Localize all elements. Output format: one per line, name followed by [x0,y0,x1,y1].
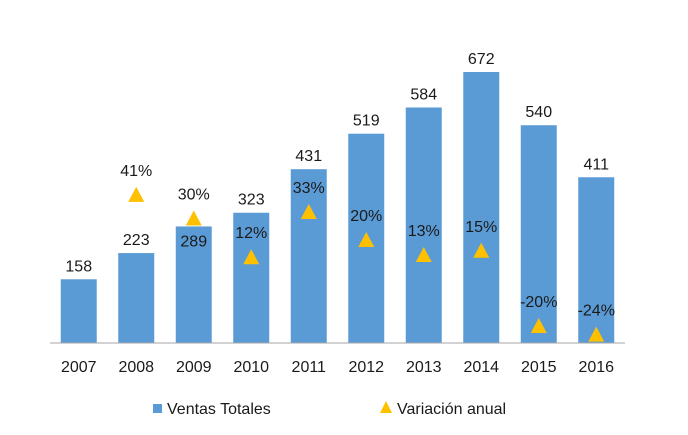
pct-label-2009: 30% [178,187,210,204]
marker-triangle-2014 [473,242,490,258]
marker-triangle-2011 [300,204,317,220]
marker-triangle-2010 [243,249,260,265]
pct-label-2010: 12% [235,225,267,242]
marker-triangle-2015 [530,318,547,333]
bar-2015 [520,125,557,343]
marker-triangle-2008 [128,186,145,202]
marker-triangle-2012 [358,232,375,247]
bar-2007 [60,279,97,343]
bar-value-label-2008: 223 [123,232,150,249]
bar-value-label-2010: 323 [238,192,265,209]
pct-label-2011: 33% [293,180,325,197]
x-tick-label-2008: 2008 [118,359,154,376]
pct-label-2012: 20% [350,208,382,225]
bar-value-label-2015: 540 [525,104,552,121]
marker-triangle-2016 [588,326,605,342]
bar-value-label-2016: 411 [583,156,609,173]
pct-label-2014: 15% [465,219,497,236]
x-tick-label-2016: 2016 [578,359,614,376]
bar-2016 [578,177,615,343]
bar-value-label-2009: 289 [180,233,207,250]
legend-label-marker: Variación anual [397,401,506,418]
legend: Ventas Totales Variación anual [153,401,506,418]
legend-swatch-bar [153,404,162,413]
bar-value-label-2007: 158 [65,258,92,275]
pct-label-2015: -20% [520,294,557,311]
pct-label-2008: 41% [120,163,152,180]
bars-group [60,72,615,343]
bar-value-label-2011: 431 [295,148,322,165]
legend-label-bar: Ventas Totales [167,401,271,418]
bar-2009 [175,226,212,343]
x-tick-label-2012: 2012 [348,359,384,376]
x-tick-label-2009: 2009 [176,359,212,376]
bar-2008 [118,253,155,343]
marker-triangle-2009 [185,210,202,226]
x-tick-label-2011: 2011 [292,359,327,376]
bar-2013 [405,107,442,343]
bar-2014 [463,72,500,343]
bar-value-label-2014: 672 [468,51,495,68]
pct-label-2016: -24% [578,303,615,320]
x-tick-label-2013: 2013 [406,359,442,376]
x-tick-label-2010: 2010 [233,359,269,376]
bar-labels-group: 158 223 289 323 431 519 584 672 540 411 [65,51,609,275]
x-tick-label-2007: 2007 [61,359,97,376]
pct-labels-group: 41% 30% 12% 33% 20% 13% 15% -20% -24% [120,163,615,320]
x-tick-labels: 2007 2008 2009 2010 2011 2012 2013 2014 2015 2016 [61,359,614,376]
legend-swatch-triangle-icon [380,401,392,413]
bar-2011 [290,169,327,343]
x-tick-label-2015: 2015 [521,359,557,376]
bar-2010 [233,212,270,343]
bar-value-label-2012: 519 [353,113,380,130]
bar-value-label-2013: 584 [410,86,437,103]
marker-triangle-2013 [415,247,432,263]
x-tick-label-2014: 2014 [463,359,499,376]
markers-group [128,186,605,342]
pct-label-2013: 13% [408,223,440,240]
